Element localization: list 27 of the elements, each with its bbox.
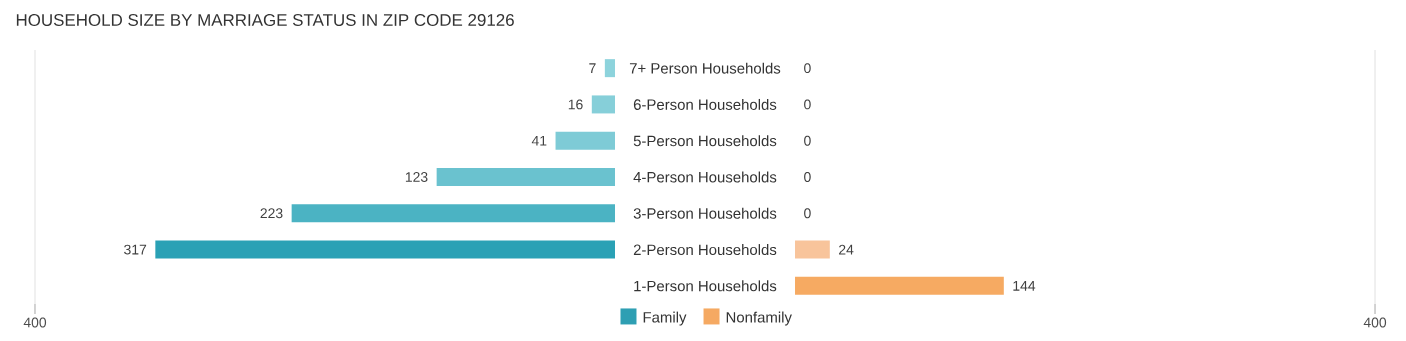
y-tick-label: 7+ Person Households xyxy=(629,62,781,74)
data-label: 0 xyxy=(804,172,811,182)
data-label: 0 xyxy=(804,63,811,74)
bar xyxy=(604,59,615,78)
data-label: 24 xyxy=(839,244,854,255)
y-tick-label: 4-Person Households xyxy=(633,171,777,183)
bar xyxy=(591,95,615,114)
y-tick-label: 6-Person Households xyxy=(633,98,777,110)
y-tick-label: 5-Person Households xyxy=(633,135,777,147)
x-tick-label: 400 xyxy=(1363,317,1387,328)
legend-label: Nonfamily xyxy=(726,311,792,326)
y-tick-label: 2-Person Households xyxy=(633,244,777,256)
data-label: 0 xyxy=(804,135,811,146)
chart-title: HOUSEHOLD SIZE BY MARRIAGE STATUS IN ZIP CODE 29126 xyxy=(16,14,514,27)
data-label: 7 xyxy=(589,63,596,73)
legend-label: Family xyxy=(643,311,687,326)
data-label: 123 xyxy=(405,172,428,182)
data-label: 223 xyxy=(260,208,283,219)
y-tick-label: 1-Person Households xyxy=(634,280,777,292)
y-tick-label: 3-Person Households xyxy=(633,207,777,219)
x-tick-label: 400 xyxy=(23,317,47,328)
data-label: 16 xyxy=(568,99,583,110)
data-label: 317 xyxy=(124,244,147,255)
data-label: 144 xyxy=(1013,281,1036,291)
data-label: 41 xyxy=(531,135,547,146)
data-label: 0 xyxy=(804,208,811,219)
data-label: 0 xyxy=(804,99,811,110)
